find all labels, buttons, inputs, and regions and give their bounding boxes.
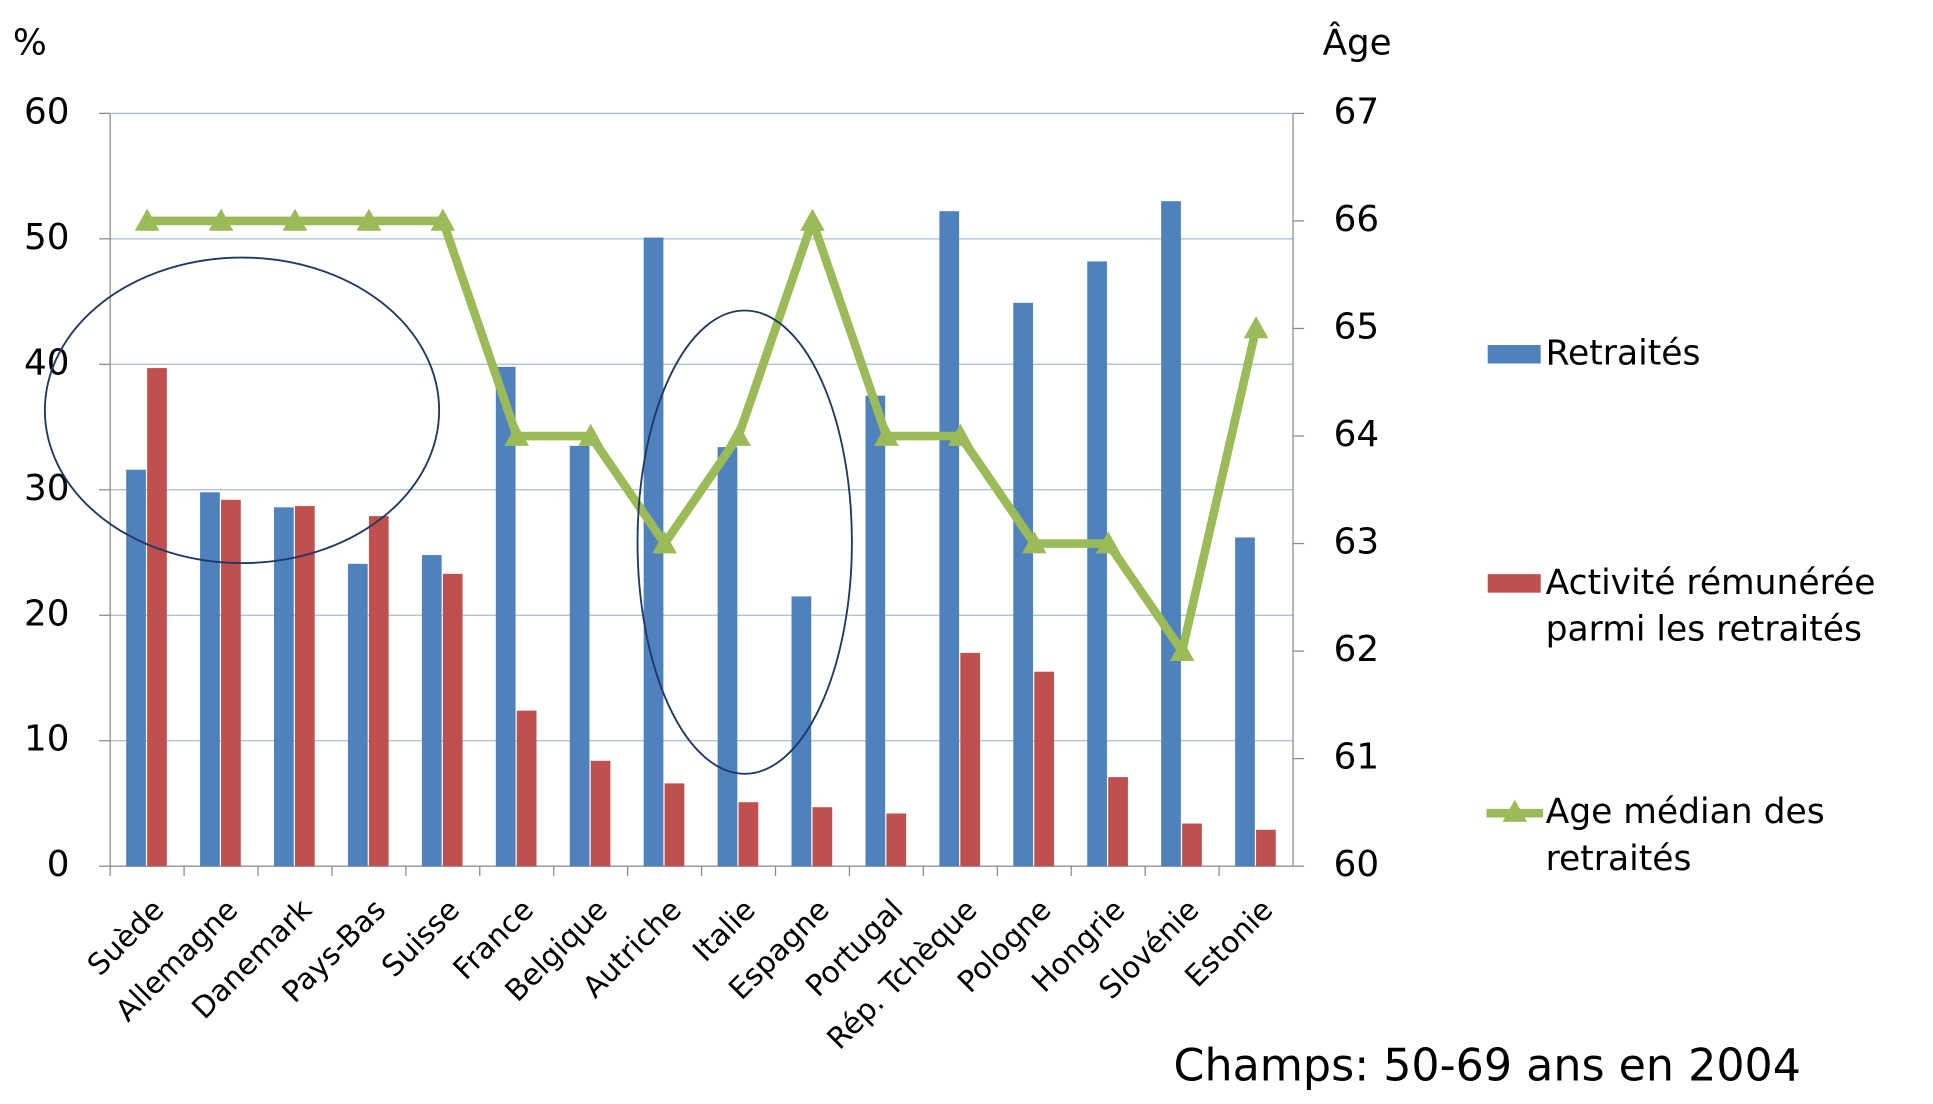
line-marker (430, 208, 456, 231)
line-marker (800, 208, 825, 231)
bar (147, 368, 167, 867)
y-tick-label: 30 (24, 468, 69, 509)
line-marker (726, 423, 751, 446)
bar (221, 499, 241, 867)
bar (717, 447, 738, 867)
y-tick-label: 10 (24, 719, 69, 760)
y2-tick-label: 63 (1334, 522, 1379, 563)
line-marker (1095, 531, 1121, 554)
y2-tick-label: 61 (1334, 737, 1379, 778)
line-marker (282, 208, 308, 231)
bar (791, 596, 812, 867)
legend-swatch (1487, 574, 1541, 593)
bar (1256, 829, 1276, 867)
y-tick-label: 50 (24, 217, 69, 258)
line-marker (134, 208, 160, 231)
y2-tick-label: 60 (1334, 844, 1379, 885)
bar (294, 506, 315, 867)
bar (495, 366, 516, 867)
line-marker (652, 531, 677, 554)
bar (569, 445, 590, 867)
legend-label: Age médian des retraités (1545, 791, 1825, 879)
bar (368, 516, 389, 867)
bar (1161, 201, 1181, 867)
y2-tick-label: 67 (1334, 91, 1379, 132)
y-tick-label: 0 (47, 844, 70, 885)
y2-tick-label: 62 (1334, 629, 1379, 670)
legend-swatch-box (1487, 574, 1541, 593)
y-axis-title: % (13, 22, 47, 63)
y-tick-label: 20 (24, 593, 69, 634)
bar (812, 807, 833, 867)
legend-swatch-marker (1502, 799, 1528, 822)
line-marker (948, 423, 973, 446)
bar (200, 492, 220, 867)
bar (516, 710, 537, 867)
legend: Retraités Activité rémunérée parmi les re… (1486, 332, 1876, 879)
line-marker (874, 423, 899, 446)
bar (886, 813, 907, 867)
y2-tick-label: 65 (1334, 306, 1379, 347)
highlight-ellipse (636, 309, 853, 775)
line-marker (1169, 638, 1195, 661)
bar (1034, 671, 1054, 867)
bar (1087, 261, 1107, 867)
y2-axis-title: Âge (1323, 21, 1392, 63)
line-marker (208, 208, 234, 231)
bar (960, 652, 981, 867)
bar (274, 507, 294, 867)
line-marker (356, 208, 382, 231)
bar (865, 395, 886, 867)
legend-label: Retraités (1545, 332, 1701, 374)
y2-tick-label: 66 (1334, 199, 1379, 240)
annotation: Champs: 50-69 ans en 2004 (1174, 1040, 1801, 1091)
line-marker (1021, 531, 1047, 554)
bar (590, 760, 611, 867)
bar (347, 563, 368, 867)
x-tick-label: Suisse (375, 893, 466, 984)
bar (1013, 302, 1034, 867)
line-marker (578, 423, 604, 446)
y-tick-label: 60 (24, 91, 69, 132)
line-marker (1243, 316, 1269, 339)
bar (126, 469, 146, 867)
legend-label: Activité rémunérée parmi les retraités (1545, 561, 1876, 650)
y2-tick-label: 64 (1334, 414, 1379, 455)
bar (664, 783, 685, 867)
line (147, 216, 1261, 656)
bar (442, 573, 463, 867)
bar (1182, 823, 1202, 867)
highlight-ellipse (43, 256, 441, 565)
legend-swatch (1487, 345, 1541, 364)
legend-swatch (1486, 799, 1544, 822)
line-marker (504, 423, 530, 446)
legend-swatch-box (1487, 345, 1541, 364)
bar (939, 211, 960, 867)
bar (1108, 777, 1128, 867)
bar (421, 555, 442, 867)
bar (1235, 537, 1255, 867)
bar (738, 802, 759, 867)
